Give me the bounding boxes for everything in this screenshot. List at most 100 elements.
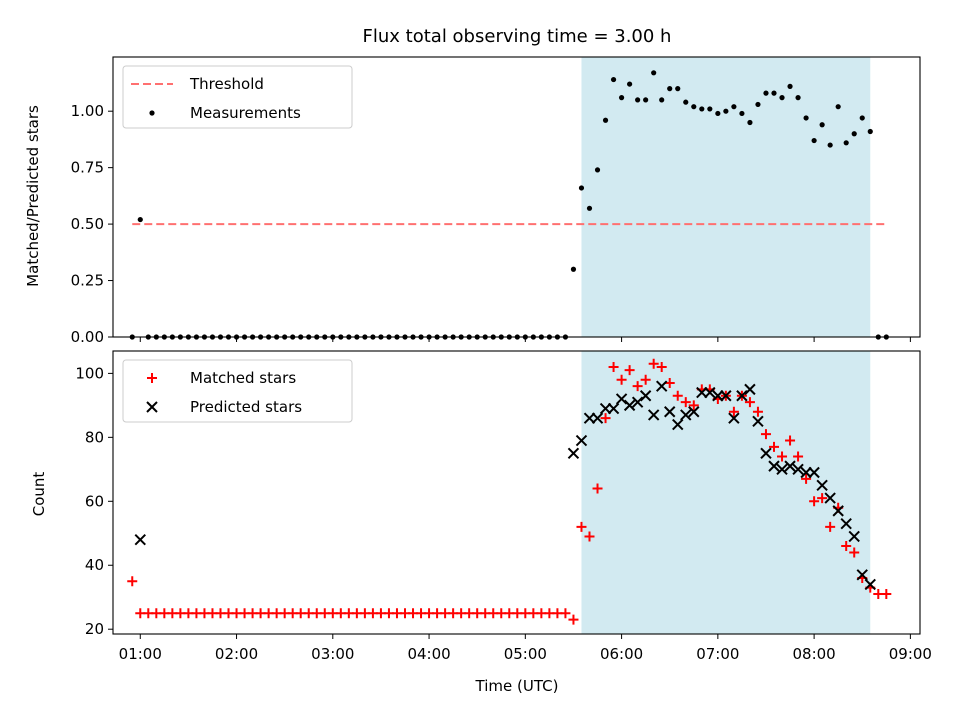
data-point-predicted (840, 517, 852, 530)
data-point-matched (760, 429, 771, 440)
data-point-matched (592, 483, 603, 494)
data-point (627, 81, 633, 87)
data-point-predicted (591, 412, 604, 424)
data-point-predicted (575, 434, 588, 447)
data-point-matched (127, 576, 138, 587)
data-point-predicted (623, 399, 636, 412)
data-point-matched (656, 361, 667, 372)
data-point-matched (600, 413, 611, 424)
y-tick-label: 1.00 (71, 102, 104, 120)
data-point-matched (584, 531, 595, 542)
data-point-matched (648, 358, 659, 369)
data-point (731, 104, 737, 110)
data-point-predicted (134, 533, 146, 546)
data-point (602, 117, 609, 123)
x-axis-label: Time (UTC) (475, 677, 559, 695)
data-point-predicted (688, 406, 700, 418)
data-point-matched (680, 397, 691, 408)
data-point-matched (777, 451, 788, 462)
data-point (667, 86, 673, 92)
y-tick-label: 0.75 (71, 159, 104, 177)
y-tick-label: 0.00 (71, 328, 104, 346)
data-point (859, 115, 865, 121)
data-point (651, 70, 657, 76)
data-point (586, 205, 593, 211)
y-tick-label: 100 (75, 364, 104, 382)
data-point (659, 97, 665, 103)
y-tick-label: 80 (85, 428, 104, 446)
data-point-predicted (704, 386, 716, 399)
data-point-matched (809, 496, 820, 507)
data-point (787, 83, 793, 89)
axes-frame (112, 350, 921, 635)
data-point-predicted (680, 409, 692, 421)
data-point-predicted (744, 383, 756, 396)
data-point-predicted (736, 390, 748, 402)
data-point-predicted (864, 578, 876, 591)
data-point-predicted (607, 402, 620, 415)
series-measurements (129, 70, 889, 340)
bottom-panel: 20 40 60 80 100 01:00 02:00 03:00 04:00 05:00 06:0… (75, 350, 932, 663)
data-point-predicted (655, 380, 668, 392)
data-point (618, 95, 625, 101)
data-point (610, 76, 617, 83)
x-tick-label: 01:00 (119, 645, 162, 663)
y-tick-label: 60 (85, 492, 104, 510)
data-point (747, 119, 753, 126)
data-point-predicted (792, 463, 804, 476)
data-point-predicted (672, 418, 684, 431)
data-point (683, 99, 689, 105)
data-point-matched (793, 451, 804, 462)
x-tick-label: 05:00 (504, 645, 547, 663)
data-point-matched (801, 473, 812, 484)
data-point (715, 110, 721, 117)
data-point (594, 167, 601, 173)
data-point-predicted (808, 466, 820, 479)
axes-frame (112, 56, 921, 338)
data-point (755, 101, 761, 108)
data-point-predicted (728, 412, 740, 424)
data-point-predicted (768, 460, 780, 472)
top-panel: 0.00 0.25 0.50 0.75 1.00 Threshold Measurement… (71, 56, 921, 346)
data-point-predicted (720, 390, 732, 402)
data-point-matched (624, 365, 635, 376)
data-point-predicted (760, 447, 772, 460)
y-axis-label-bottom: Count (30, 472, 48, 517)
chart-title: Flux total observing time = 3.00 h (363, 26, 672, 47)
y-tick-label: 0.50 (71, 215, 104, 233)
data-point-matched (841, 541, 852, 552)
data-point (723, 108, 729, 114)
data-point-matched (769, 441, 780, 452)
data-point-matched (849, 547, 860, 558)
data-point-matched (672, 390, 683, 401)
data-point-predicted (848, 530, 860, 543)
data-point-predicted (776, 463, 788, 476)
data-point-matched (688, 400, 699, 411)
data-point (803, 115, 809, 121)
data-point-predicted (664, 406, 676, 418)
data-point (843, 140, 849, 146)
y-tick-label: 20 (85, 620, 104, 638)
data-point-predicted (816, 479, 828, 492)
data-point-matched (817, 493, 828, 504)
legend-measurements-swatch (149, 110, 155, 116)
series-matched-stars (127, 358, 892, 625)
data-point (819, 122, 825, 128)
data-point (811, 137, 817, 144)
data-point-matched (728, 406, 739, 417)
data-point-matched (608, 361, 619, 372)
data-point-predicted (639, 390, 652, 402)
legend: Matched stars Predicted stars (122, 359, 353, 423)
data-point-predicted (784, 460, 796, 472)
data-point (739, 110, 745, 117)
legend-label: Matched stars (190, 369, 296, 387)
data-point (578, 185, 585, 191)
data-point (707, 106, 713, 112)
data-point-predicted (567, 447, 580, 460)
data-point (771, 90, 777, 96)
x-tick-label: 07:00 (696, 645, 739, 663)
data-point-predicted (647, 409, 660, 421)
data-point-matched (632, 381, 643, 392)
data-point-predicted (832, 505, 844, 517)
data-point-predicted (615, 393, 628, 405)
